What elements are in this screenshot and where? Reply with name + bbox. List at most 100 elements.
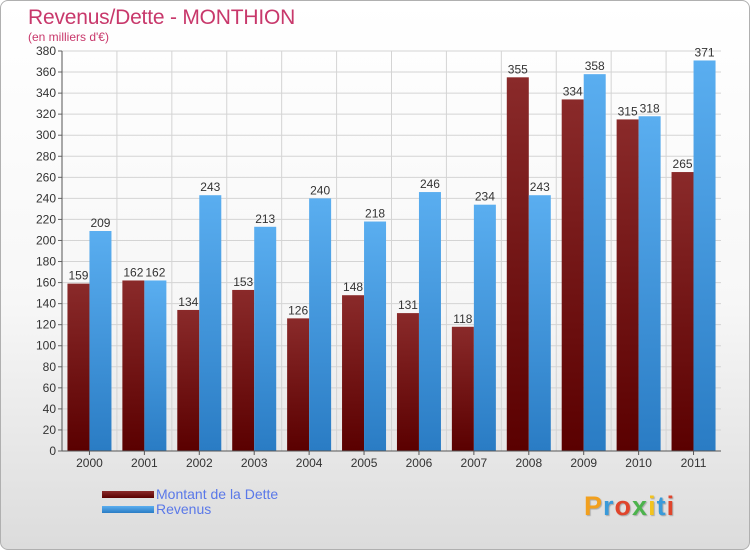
data-label: 371: [695, 45, 715, 59]
legend-label-dette: Montant de la Dette: [156, 486, 279, 502]
logo-letter: r: [603, 491, 615, 521]
data-label: 159: [68, 269, 88, 283]
y-tick-label: 280: [36, 149, 56, 163]
x-tick-label: 2006: [406, 456, 433, 470]
bar-revenus: [473, 204, 496, 451]
bar-dette: [67, 283, 90, 451]
bar-dette: [396, 313, 419, 451]
legend-swatch-revenus: [102, 506, 154, 513]
data-label: 213: [255, 212, 275, 226]
bars-layer: [67, 60, 716, 452]
data-label: 118: [453, 312, 472, 326]
bar-revenus: [144, 280, 167, 451]
bar-dette: [561, 99, 584, 451]
bar-dette: [671, 172, 694, 452]
x-tick-label: 2010: [625, 456, 652, 470]
bar-dette: [451, 326, 474, 451]
y-tick-label: 0: [49, 444, 56, 458]
y-tick-label: 40: [43, 402, 57, 416]
chart-title: Revenus/Dette - MONTHION: [28, 6, 296, 29]
bar-revenus: [364, 221, 387, 451]
bar-revenus: [89, 231, 112, 451]
y-tick-label: 340: [36, 86, 56, 100]
data-label: 162: [145, 265, 165, 279]
bar-revenus: [418, 192, 441, 452]
x-tick-label: 2002: [186, 456, 213, 470]
y-tick-label: 80: [43, 360, 57, 374]
y-tick-label: 200: [36, 233, 56, 247]
x-tick-label: 2005: [351, 456, 378, 470]
logo-letter: x: [632, 491, 649, 521]
logo-letter: o: [614, 491, 633, 521]
data-label: 358: [585, 59, 605, 73]
y-tick-label: 120: [36, 318, 56, 332]
x-tick-label: 2000: [76, 456, 103, 470]
data-label: 209: [90, 216, 110, 230]
legend-swatch-dette: [102, 491, 154, 498]
y-tick-label: 60: [43, 381, 57, 395]
bar-dette: [506, 77, 529, 451]
data-label: 240: [310, 183, 330, 197]
bar-dette: [177, 309, 200, 451]
y-tick-label: 160: [36, 276, 56, 290]
data-label: 234: [475, 190, 495, 204]
data-label: 218: [365, 207, 385, 221]
data-label: 134: [178, 295, 198, 309]
x-tick-label: 2007: [461, 456, 488, 470]
y-tick-label: 240: [36, 191, 56, 205]
bar-revenus: [693, 60, 716, 451]
bar-revenus: [528, 195, 551, 451]
y-tick-label: 260: [36, 170, 56, 184]
chart-subtitle: (en milliers d'€): [28, 30, 109, 44]
legend-label-revenus: Revenus: [156, 501, 212, 517]
data-label: 243: [530, 180, 550, 194]
data-label: 243: [200, 180, 220, 194]
data-label: 318: [640, 101, 660, 115]
y-tick-label: 20: [43, 423, 57, 437]
axis-layer: [58, 50, 721, 455]
proxiti-logo: Proxiti: [584, 491, 675, 522]
bar-dette: [616, 119, 639, 451]
x-tick-label: 2003: [241, 456, 268, 470]
x-tick-label: 2009: [570, 456, 597, 470]
y-tick-label: 320: [36, 107, 56, 121]
data-label: 126: [288, 303, 308, 317]
y-tick-label: 140: [36, 297, 56, 311]
bar-revenus: [199, 195, 222, 451]
data-label: 148: [343, 280, 363, 294]
logo-letter: P: [584, 491, 604, 521]
y-tick-label: 220: [36, 212, 56, 226]
y-tick-label: 380: [36, 44, 56, 58]
bar-dette: [122, 280, 145, 451]
x-tick-label: 2004: [296, 456, 323, 470]
bar-dette: [342, 295, 365, 451]
x-tick-label: 2001: [131, 456, 158, 470]
x-tick-label: 2011: [681, 456, 707, 470]
bar-revenus: [309, 198, 332, 451]
y-tick-label: 180: [36, 255, 56, 269]
data-label: 315: [618, 104, 638, 118]
x-tick-label: 2008: [515, 456, 542, 470]
y-tick-label: 300: [36, 128, 56, 142]
data-label: 334: [563, 84, 583, 98]
labels-layer: 0 20 40 60 80 100 120 140 160 180 200 220 240 260 280 3…: [36, 44, 715, 470]
bar-revenus: [638, 116, 661, 452]
bar-revenus: [254, 226, 277, 451]
logo-letter: t: [656, 491, 667, 521]
data-label: 355: [508, 62, 528, 76]
data-label: 246: [420, 177, 440, 191]
data-label: 162: [123, 265, 143, 279]
logo-letter: i: [648, 491, 657, 521]
data-label: 265: [673, 157, 693, 171]
data-label: 131: [398, 298, 418, 312]
bar-dette: [232, 289, 255, 451]
logo-letter: i: [666, 491, 676, 521]
y-tick-label: 360: [36, 65, 56, 79]
bar-revenus: [583, 74, 606, 451]
bar-dette: [287, 318, 310, 451]
grid-layer: [62, 50, 721, 452]
y-tick-label: 100: [36, 339, 56, 353]
data-label: 153: [233, 275, 253, 289]
